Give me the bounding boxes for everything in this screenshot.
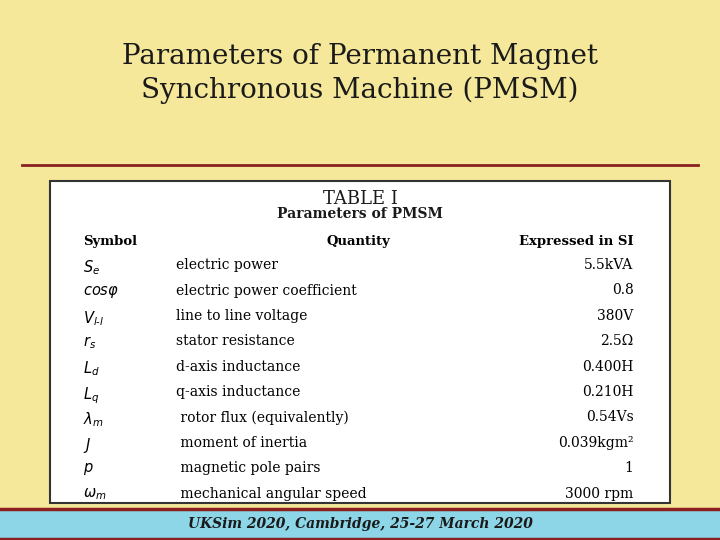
Text: $L_q$: $L_q$ bbox=[83, 385, 99, 406]
Text: Parameters of Permanent Magnet
Synchronous Machine (PMSM): Parameters of Permanent Magnet Synchrono… bbox=[122, 43, 598, 104]
Text: Expressed in SI: Expressed in SI bbox=[519, 235, 634, 248]
Text: $r_s$: $r_s$ bbox=[83, 334, 96, 351]
Text: 2.5Ω: 2.5Ω bbox=[600, 334, 634, 348]
Text: $p$: $p$ bbox=[83, 461, 94, 477]
Text: TABLE I: TABLE I bbox=[323, 190, 397, 208]
Text: $cos\varphi$: $cos\varphi$ bbox=[83, 284, 119, 300]
Text: 0.54Vs: 0.54Vs bbox=[586, 410, 634, 424]
Text: mechanical angular speed: mechanical angular speed bbox=[176, 487, 367, 501]
Text: $L_d$: $L_d$ bbox=[83, 360, 99, 379]
Text: $S_e$: $S_e$ bbox=[83, 258, 100, 277]
Text: magnetic pole pairs: magnetic pole pairs bbox=[176, 461, 321, 475]
Text: $J$: $J$ bbox=[83, 436, 91, 455]
Text: stator resistance: stator resistance bbox=[176, 334, 295, 348]
Text: 0.400H: 0.400H bbox=[582, 360, 634, 374]
FancyBboxPatch shape bbox=[50, 181, 670, 503]
Text: $\lambda_m$: $\lambda_m$ bbox=[83, 410, 104, 429]
Text: rotor flux (equivalently): rotor flux (equivalently) bbox=[176, 410, 349, 425]
Text: electric power coefficient: electric power coefficient bbox=[176, 284, 357, 298]
Text: d-axis inductance: d-axis inductance bbox=[176, 360, 301, 374]
Text: UKSim 2020, Cambridge, 25-27 March 2020: UKSim 2020, Cambridge, 25-27 March 2020 bbox=[188, 517, 532, 531]
Text: q-axis inductance: q-axis inductance bbox=[176, 385, 301, 399]
Text: moment of inertia: moment of inertia bbox=[176, 436, 307, 450]
Text: Symbol: Symbol bbox=[83, 235, 137, 248]
Text: $V_{l\text{-}l}$: $V_{l\text{-}l}$ bbox=[83, 309, 104, 328]
Text: electric power: electric power bbox=[176, 258, 279, 272]
Text: 3000 rpm: 3000 rpm bbox=[565, 487, 634, 501]
Text: line to line voltage: line to line voltage bbox=[176, 309, 307, 323]
Text: 380V: 380V bbox=[598, 309, 634, 323]
Text: 0.039kgm²: 0.039kgm² bbox=[558, 436, 634, 450]
Text: Parameters of PMSM: Parameters of PMSM bbox=[277, 207, 443, 221]
Text: 0.8: 0.8 bbox=[612, 284, 634, 298]
Text: 0.210H: 0.210H bbox=[582, 385, 634, 399]
Text: 1: 1 bbox=[625, 461, 634, 475]
Text: Quantity: Quantity bbox=[326, 235, 390, 248]
FancyBboxPatch shape bbox=[0, 509, 720, 540]
Text: $\omega_m$: $\omega_m$ bbox=[83, 487, 107, 502]
Text: 5.5kVA: 5.5kVA bbox=[585, 258, 634, 272]
